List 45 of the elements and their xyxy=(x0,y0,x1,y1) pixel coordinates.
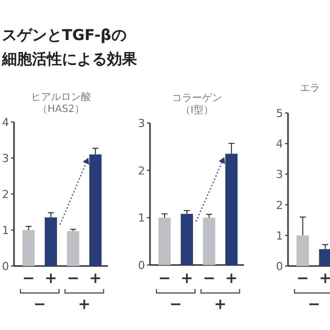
y-tick-label: 1 xyxy=(2,224,9,237)
x-tick-label: − xyxy=(22,269,35,287)
y-tick-label: 2 xyxy=(138,164,145,178)
bar xyxy=(158,218,171,265)
text: + xyxy=(214,295,227,313)
y-tick-label: 3 xyxy=(276,168,283,182)
chart-title: エラ xyxy=(300,83,320,94)
x-tick-label: + xyxy=(318,269,330,287)
chart-title: コラーゲン xyxy=(172,93,222,104)
bar xyxy=(44,217,57,266)
chart-subtitle: （HAS2） xyxy=(37,104,85,115)
text: スゲンとTGF-βの xyxy=(2,26,126,44)
y-tick-label: 0 xyxy=(276,260,283,273)
y-tick-label: 4 xyxy=(276,138,283,151)
bar xyxy=(89,154,102,266)
x-tick-label: + xyxy=(44,269,58,287)
text: − xyxy=(33,295,46,313)
bar xyxy=(67,231,80,266)
y-tick-label: 0 xyxy=(2,260,9,273)
x-tick-label: + xyxy=(89,269,102,287)
text: 細胞活性による効果 xyxy=(1,50,138,68)
y-tick-label: 3 xyxy=(2,152,9,165)
x-tick-label: − xyxy=(202,269,216,287)
bar xyxy=(180,214,193,265)
x-tick-label: − xyxy=(66,269,80,287)
y-tick-label: 4 xyxy=(2,116,9,129)
x-tick-label: − xyxy=(158,269,171,287)
y-tick-label: 1 xyxy=(276,229,283,242)
x-tick-label: − xyxy=(296,269,310,287)
text: − xyxy=(169,295,182,313)
chart-title: ヒアルロン酸 xyxy=(31,91,91,103)
chart-subtitle: （I型） xyxy=(180,104,214,116)
y-tick-label: 3 xyxy=(138,117,145,130)
bar xyxy=(22,230,35,266)
text: − xyxy=(308,295,320,313)
y-tick-label: 2 xyxy=(276,198,283,212)
text: + xyxy=(78,295,91,313)
x-tick-label: + xyxy=(225,269,238,287)
bar xyxy=(225,154,238,265)
y-tick-label: 2 xyxy=(2,188,9,201)
y-tick-label: 5 xyxy=(276,107,283,120)
y-tick-label: 0 xyxy=(138,259,145,272)
bar xyxy=(203,218,216,265)
x-tick-label: + xyxy=(180,269,194,287)
y-tick-label: 1 xyxy=(138,212,145,225)
